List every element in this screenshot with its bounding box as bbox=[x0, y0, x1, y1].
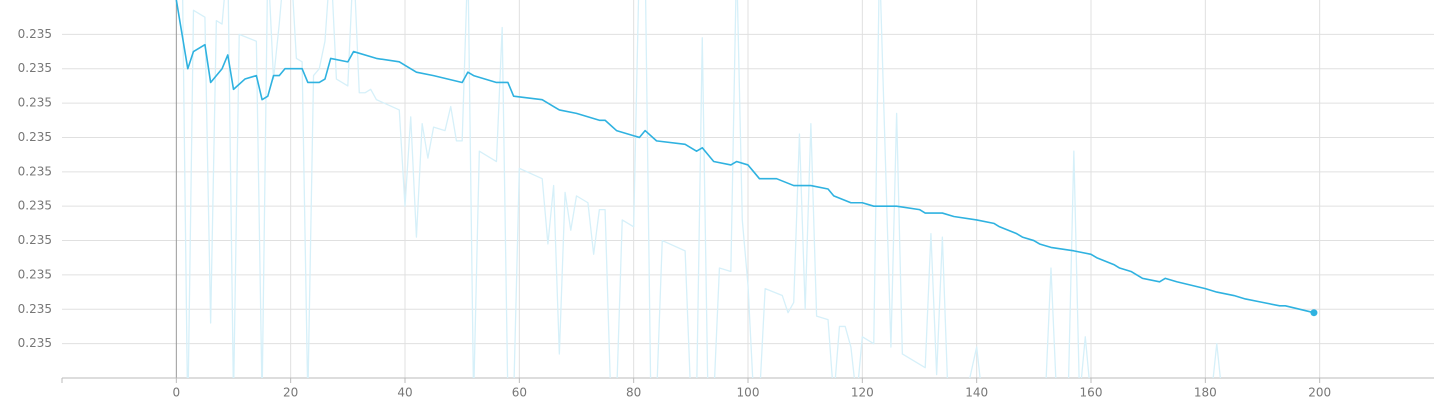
y-tick-label: 0.235 bbox=[18, 27, 52, 41]
y-tick-label: 0.235 bbox=[18, 199, 52, 213]
y-tick-label: 0.235 bbox=[18, 336, 52, 350]
x-tick-label: 120 bbox=[851, 386, 874, 400]
y-tick-label: 0.235 bbox=[18, 61, 52, 75]
y-tick-label: 0.235 bbox=[18, 233, 52, 247]
x-tick-label: 40 bbox=[397, 386, 412, 400]
x-tick-label: 160 bbox=[1080, 386, 1103, 400]
plot-area bbox=[175, 0, 1315, 378]
series-line bbox=[176, 0, 1221, 378]
x-tick-label: 80 bbox=[626, 386, 641, 400]
y-tick-label: 0.235 bbox=[18, 130, 52, 144]
y-tick-label: 0.235 bbox=[18, 302, 52, 316]
y-tick-label: 0.235 bbox=[18, 164, 52, 178]
end-point bbox=[1310, 309, 1318, 317]
x-tick-label: 180 bbox=[1194, 386, 1217, 400]
x-tick-label: 140 bbox=[965, 386, 988, 400]
x-tick-label: 200 bbox=[1308, 386, 1331, 400]
series-line bbox=[175, 0, 1315, 314]
x-tick-label: 0 bbox=[173, 386, 181, 400]
x-tick-label: 60 bbox=[512, 386, 527, 400]
y-tick-label: 0.235 bbox=[18, 267, 52, 281]
x-tick-label: 20 bbox=[283, 386, 298, 400]
x-tick-label: 100 bbox=[737, 386, 760, 400]
y-tick-label: 0.235 bbox=[18, 96, 52, 110]
